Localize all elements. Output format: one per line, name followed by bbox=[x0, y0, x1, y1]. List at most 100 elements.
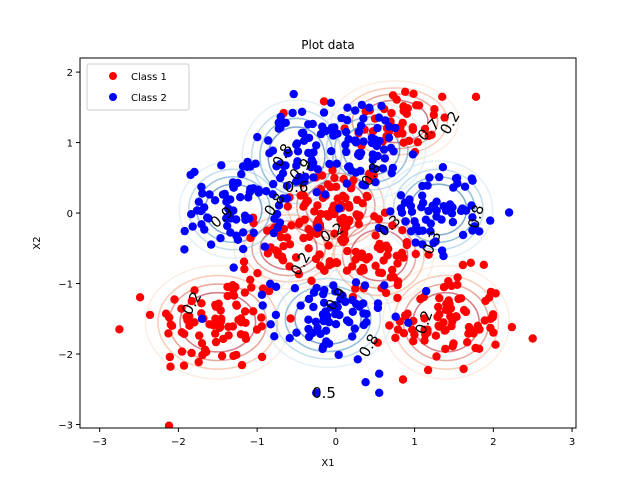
point-class-1 bbox=[177, 304, 186, 313]
point-class-1 bbox=[423, 365, 433, 375]
point-class-1 bbox=[330, 173, 339, 183]
point-class-2 bbox=[282, 181, 292, 191]
point-class-1 bbox=[484, 293, 494, 302]
point-class-1 bbox=[194, 357, 203, 367]
contour-line bbox=[284, 285, 372, 353]
point-class-1 bbox=[388, 265, 397, 275]
point-class-1 bbox=[391, 333, 400, 343]
point-class-1 bbox=[453, 273, 462, 282]
point-class-2 bbox=[371, 178, 380, 187]
point-class-1 bbox=[319, 97, 329, 106]
point-class-1 bbox=[211, 300, 220, 310]
point-class-1 bbox=[324, 241, 333, 250]
point-class-2 bbox=[486, 216, 495, 225]
point-class-2 bbox=[407, 207, 417, 216]
point-class-2 bbox=[381, 116, 390, 125]
point-class-2 bbox=[269, 179, 278, 189]
point-class-1 bbox=[240, 288, 250, 297]
point-class-1 bbox=[336, 215, 345, 224]
contour-line bbox=[251, 220, 327, 277]
point-class-2 bbox=[205, 190, 214, 199]
point-class-2 bbox=[386, 143, 396, 153]
legend: Class 1 Class 2 bbox=[86, 63, 190, 111]
point-class-2 bbox=[276, 112, 285, 122]
point-class-1 bbox=[491, 289, 500, 298]
point-class-1 bbox=[342, 222, 351, 231]
point-class-2 bbox=[270, 332, 279, 341]
point-class-1 bbox=[408, 325, 417, 334]
point-class-2 bbox=[319, 108, 329, 117]
point-class-2 bbox=[367, 138, 377, 148]
point-class-2 bbox=[360, 281, 370, 290]
y-axis-label: X2 bbox=[32, 236, 43, 249]
point-class-2 bbox=[411, 238, 420, 247]
point-class-1 bbox=[283, 202, 292, 211]
point-class-1 bbox=[205, 320, 214, 329]
point-class-1 bbox=[438, 92, 447, 102]
point-class-2 bbox=[357, 100, 367, 110]
point-class-1 bbox=[393, 293, 402, 303]
point-class-2 bbox=[342, 115, 352, 125]
point-class-2 bbox=[188, 222, 197, 231]
point-class-2 bbox=[271, 282, 281, 291]
point-class-2 bbox=[192, 206, 202, 215]
contour-label: 0.2 bbox=[287, 249, 315, 279]
point-class-1 bbox=[456, 294, 466, 303]
point-class-2 bbox=[324, 318, 334, 327]
point-class-2 bbox=[229, 263, 238, 272]
point-class-2 bbox=[380, 281, 389, 290]
point-class-2 bbox=[361, 378, 370, 387]
point-class-1 bbox=[165, 352, 174, 362]
point-class-2 bbox=[304, 133, 314, 143]
point-class-2 bbox=[210, 196, 220, 205]
point-class-1 bbox=[345, 203, 354, 212]
point-class-2 bbox=[460, 182, 470, 191]
point-class-2 bbox=[380, 154, 390, 163]
point-class-1 bbox=[273, 247, 282, 257]
point-class-1 bbox=[486, 323, 495, 333]
point-class-1 bbox=[354, 212, 363, 222]
point-class-2 bbox=[293, 147, 303, 156]
point-class-2 bbox=[331, 287, 340, 296]
point-class-2 bbox=[467, 174, 476, 183]
point-class-2 bbox=[304, 148, 313, 158]
contour-label: 0.2 bbox=[436, 108, 464, 138]
point-class-2 bbox=[312, 141, 321, 150]
point-class-2 bbox=[355, 302, 364, 311]
point-class-2 bbox=[197, 314, 207, 323]
point-class-1 bbox=[398, 375, 408, 384]
point-class-2 bbox=[275, 218, 285, 227]
point-class-1 bbox=[491, 340, 500, 349]
point-class-1 bbox=[246, 275, 255, 284]
point-class-2 bbox=[404, 318, 413, 327]
point-class-2 bbox=[425, 173, 434, 182]
point-class-1 bbox=[439, 283, 449, 292]
point-class-1 bbox=[304, 225, 313, 234]
point-class-2 bbox=[313, 323, 322, 332]
point-class-2 bbox=[312, 388, 321, 397]
point-class-1 bbox=[115, 325, 124, 334]
point-class-2 bbox=[391, 312, 400, 321]
point-class-2 bbox=[342, 147, 351, 157]
point-class-1 bbox=[364, 253, 373, 262]
point-class-1 bbox=[374, 215, 383, 224]
point-class-2 bbox=[194, 197, 203, 206]
point-class-1 bbox=[164, 421, 174, 428]
point-class-1 bbox=[393, 259, 402, 268]
point-class-2 bbox=[354, 149, 363, 158]
point-class-1 bbox=[253, 269, 262, 278]
point-class-2 bbox=[290, 284, 300, 293]
point-class-2 bbox=[423, 181, 432, 190]
point-class-2 bbox=[418, 191, 427, 200]
point-class-2 bbox=[253, 132, 262, 142]
y-tick-label: −3 bbox=[58, 420, 73, 431]
point-class-1 bbox=[164, 329, 173, 338]
point-class-2 bbox=[384, 122, 394, 131]
point-class-2 bbox=[422, 286, 431, 296]
point-class-2 bbox=[319, 298, 329, 307]
point-class-2 bbox=[379, 145, 389, 154]
point-class-1 bbox=[340, 229, 349, 238]
point-class-2 bbox=[359, 309, 368, 318]
point-class-1 bbox=[357, 251, 366, 260]
point-class-1 bbox=[249, 307, 258, 316]
